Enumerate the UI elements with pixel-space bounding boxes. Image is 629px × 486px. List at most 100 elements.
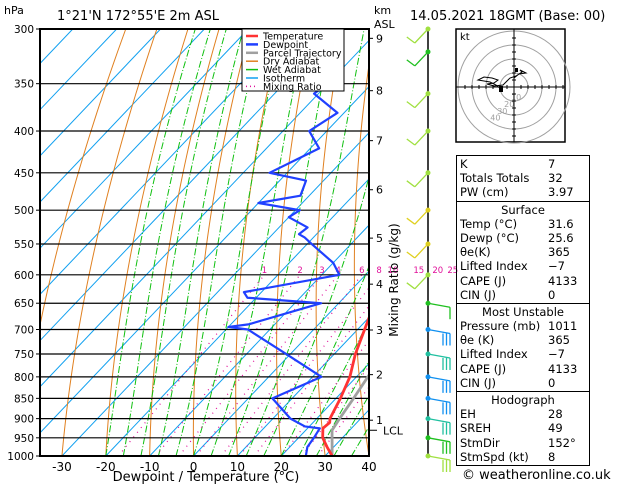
mixing-ratio-line: [281, 339, 369, 456]
isotherm-line: [40, 29, 205, 203]
hodograph-trace: [476, 69, 528, 90]
km-tick-label: 6: [376, 184, 383, 197]
wind-barb: [414, 130, 429, 146]
copyright-footer[interactable]: © weatheronline.co.uk: [462, 468, 611, 483]
wind-barb: [427, 437, 451, 443]
isotherm-line: [40, 39, 369, 388]
temperature-tick-label: 0: [190, 460, 198, 474]
index-row: θe (K) 365: [460, 333, 570, 348]
wind-barb: [427, 397, 451, 404]
mixing-ratio-label: 8: [376, 266, 381, 276]
index-row: StmSpd (kt) 8: [460, 449, 556, 464]
temperature-tick-label: 30: [317, 460, 332, 474]
index-row: SREH 49: [460, 421, 563, 436]
wet-adiabat-line: [105, 29, 196, 456]
temperature-tick-label: 10: [230, 460, 245, 474]
most-unstable-box: Most Unstable Pressure (mb) 1011 θe (K) 36…: [456, 302, 590, 391]
dry-adiabat-line: [427, 29, 456, 456]
index-row: CAPE (J) 4133: [460, 273, 578, 288]
wind-barb: [427, 353, 451, 359]
pressure-tick-label: 650: [14, 298, 34, 310]
km-label: km: [374, 4, 392, 17]
wind-barb-flag: [406, 251, 416, 259]
wind-barb: [414, 243, 429, 259]
mixing-ratio-line: [155, 274, 301, 456]
hodograph-unit-label: kt: [460, 32, 470, 43]
wind-barb: [414, 172, 429, 188]
legend-label: Parcel Trajectory: [263, 48, 342, 59]
isotherm-line: [193, 270, 369, 456]
temperature-axis: -30 -20 -10 0 10 20 30 40: [52, 460, 377, 474]
mixing-ratio-labels: 1 2 3 4 6 8 10 15 20 25: [262, 266, 458, 276]
dry-adiabat-line: [61, 29, 158, 456]
wind-barb-flag: [406, 138, 416, 146]
mixing-ratio-label: 15: [413, 266, 424, 276]
wet-adiabat-line: [122, 29, 211, 456]
temperature-tick-label: -20: [96, 460, 116, 474]
index-row: CAPE (J) 4133: [460, 361, 578, 376]
temperature-tick-label: 40: [361, 460, 376, 474]
wind-barb: [427, 376, 451, 382]
wind-barb-flag: [406, 282, 416, 290]
dry-adiabat-line: [105, 29, 189, 456]
location-title: 1°21'N 172°55'E 2m ASL: [57, 9, 219, 24]
pressure-tick-label: 750: [14, 349, 34, 361]
mixing-ratio-label: 6: [359, 266, 364, 276]
pressure-tick-label: 500: [14, 205, 34, 217]
wind-barb-flag: [406, 101, 416, 109]
wet-adiabat-line: [210, 29, 307, 456]
mixing-ratio-label: 25: [447, 266, 458, 276]
wind-barb-flag: [406, 59, 416, 67]
km-tick-label: 3: [376, 324, 383, 337]
temperature-tick-label: 20: [274, 460, 289, 474]
km-tick-label: 2: [376, 369, 383, 382]
pressure-tick-label: 600: [14, 270, 34, 282]
wet-adiabat-line: [157, 29, 244, 456]
wind-barb: [414, 274, 429, 290]
index-row: Pressure (mb) 1011: [460, 319, 578, 334]
isotherm-line: [280, 362, 369, 456]
wind-barb: [427, 455, 451, 461]
mixing-ratio-line: [220, 274, 363, 456]
isotherm-line: [40, 29, 118, 111]
mixing-ratio-label: 20: [432, 266, 443, 276]
km-tick-label: 1: [376, 414, 383, 427]
pressure-tick-label: 1000: [7, 451, 34, 463]
hodograph-ring-label: 10: [511, 93, 521, 102]
wind-barb-flag: [406, 180, 416, 188]
most-unstable-title: Most Unstable: [482, 304, 564, 319]
pressure-axis: 300 350 400 450 500 550 600 650 700 750 800 850 900 9…: [7, 24, 40, 463]
wet-adiabat-line: [245, 29, 365, 456]
mixing-ratio-axis-label: Mixing Ratio (g/kg): [387, 223, 401, 336]
datetime-title: 14.05.2021 18GMT (Base: 00): [410, 9, 606, 24]
wind-barb: [427, 328, 451, 335]
hodograph-ring-label: 40: [490, 114, 500, 123]
asl-label: ASL: [374, 18, 395, 31]
mixing-ratio-label: 2: [297, 266, 302, 276]
mixing-ratio-label: 1: [262, 266, 267, 276]
hodograph-stats-box: Hodograph EH 28 SREH 49 StmDir 152° StmSpd …: [456, 391, 590, 466]
index-row: Temp (°C) 31.6: [460, 216, 574, 231]
mixing-ratio-line: [301, 365, 369, 456]
temperature-line: [321, 314, 369, 456]
isotherm-line: [40, 29, 161, 157]
pressure-gridlines: [40, 28, 369, 457]
dewpoint-line: [227, 29, 343, 456]
mixing-ratio-label: 10: [388, 266, 399, 276]
pressure-tick-label: 700: [14, 325, 34, 337]
index-row: PW (cm) 3.97: [460, 185, 574, 200]
plot-frame: [39, 28, 370, 457]
index-row: StmDir 152°: [460, 435, 576, 450]
km-axis: 1 2 3 4 5 6 7 8 9 LCL: [369, 32, 404, 437]
wind-profile: [406, 26, 451, 472]
index-row: CIN (J) 0: [460, 287, 556, 302]
index-row: CIN (J) 0: [460, 375, 556, 390]
pressure-tick-label: 850: [14, 393, 34, 405]
isotherm-line: [40, 29, 249, 249]
surface-box: Surface Temp (°C) 31.6 Dewp (°C) 25.6 θe(K…: [456, 200, 590, 303]
wet-adiabat-line: [175, 29, 263, 456]
